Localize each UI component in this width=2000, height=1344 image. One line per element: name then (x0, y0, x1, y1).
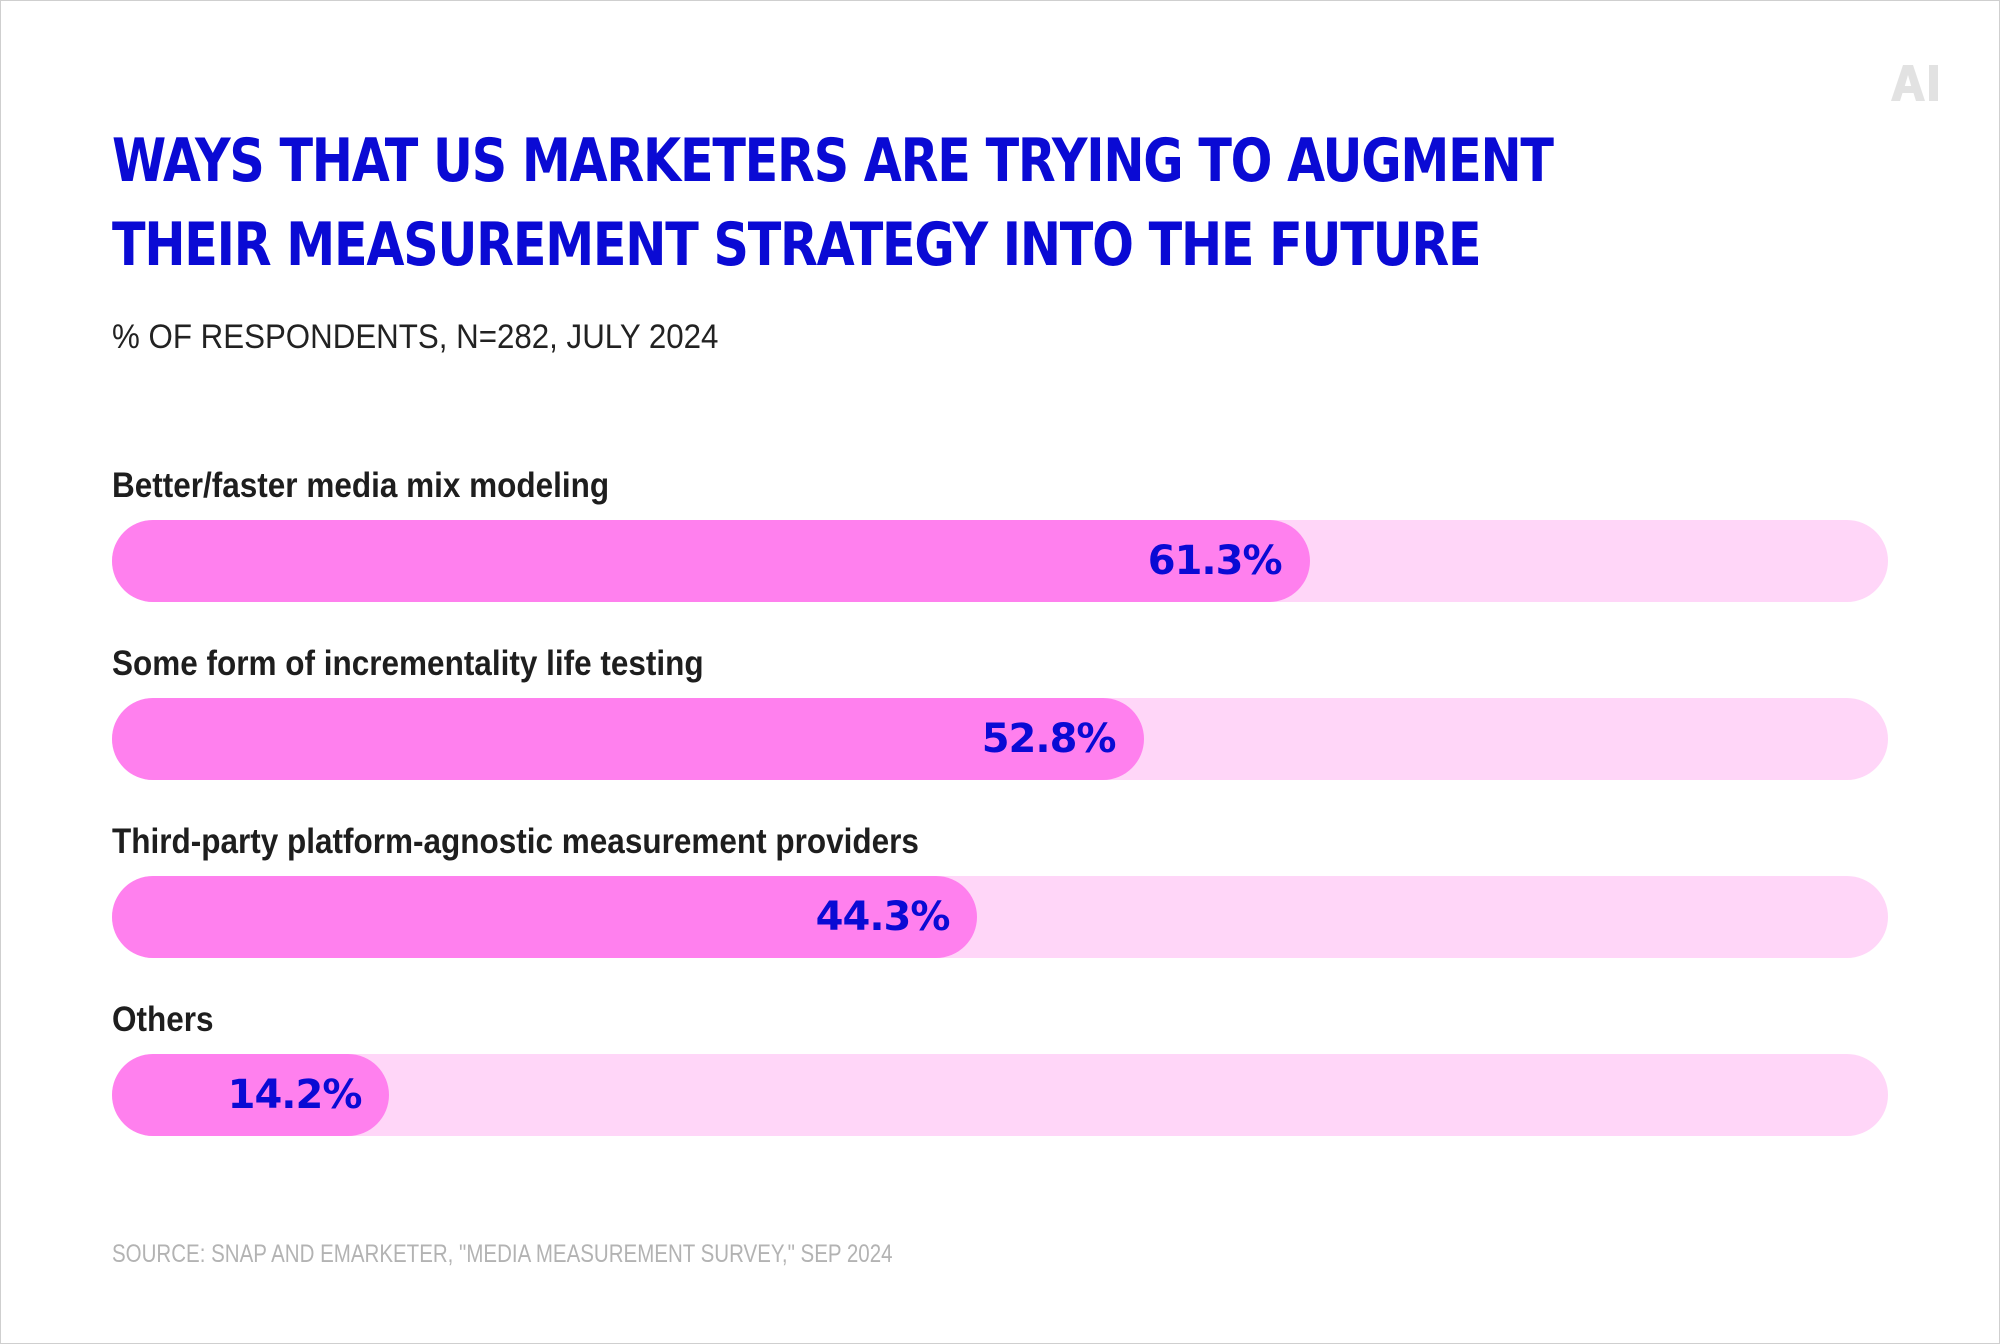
bar-track: 14.2% (112, 1054, 1888, 1136)
category-label: Better/faster media mix modeling (112, 466, 610, 505)
chart-title: WAYS THAT US MARKETERS ARE TRYING TO AUG… (112, 119, 1555, 287)
bar: 44.3% (112, 876, 978, 958)
bar: 52.8% (112, 698, 1144, 780)
bar: 61.3% (112, 520, 1310, 602)
bar-row-media-mix-modeling: Better/faster media mix modeling 61.3% (112, 463, 1888, 641)
chart-title-line-2: THEIR MEASUREMENT STRATEGY INTO THE FUTU… (112, 210, 1482, 280)
bar: 14.2% (112, 1054, 390, 1136)
category-label: Some form of incrementality life testing (112, 644, 704, 683)
bar-row-incrementality-testing: Some form of incrementality life testing… (112, 641, 1888, 819)
chart-title-line-1: WAYS THAT US MARKETERS ARE TRYING TO AUG… (112, 126, 1554, 196)
ai-logo-icon (1891, 65, 1938, 101)
bar-chart: Better/faster media mix modeling 61.3% S… (112, 463, 1888, 1175)
bar-track: 61.3% (112, 520, 1888, 602)
bar-row-third-party-providers: Third-party platform-agnostic measuremen… (112, 819, 1888, 997)
category-label: Others (112, 1000, 214, 1039)
bar-track: 44.3% (112, 876, 1888, 958)
bar-row-others: Others 14.2% (112, 997, 1888, 1175)
value-label: 61.3% (1147, 538, 1283, 584)
bar-track: 52.8% (112, 698, 1888, 780)
value-label: 52.8% (981, 716, 1117, 762)
source-note: SOURCE: SNAP AND EMARKETER, "MEDIA MEASU… (112, 1240, 893, 1268)
value-label: 14.2% (227, 1072, 363, 1118)
value-label: 44.3% (815, 894, 951, 940)
category-label: Third-party platform-agnostic measuremen… (112, 822, 919, 861)
chart-subtitle: % OF RESPONDENTS, N=282, JULY 2024 (112, 318, 719, 356)
